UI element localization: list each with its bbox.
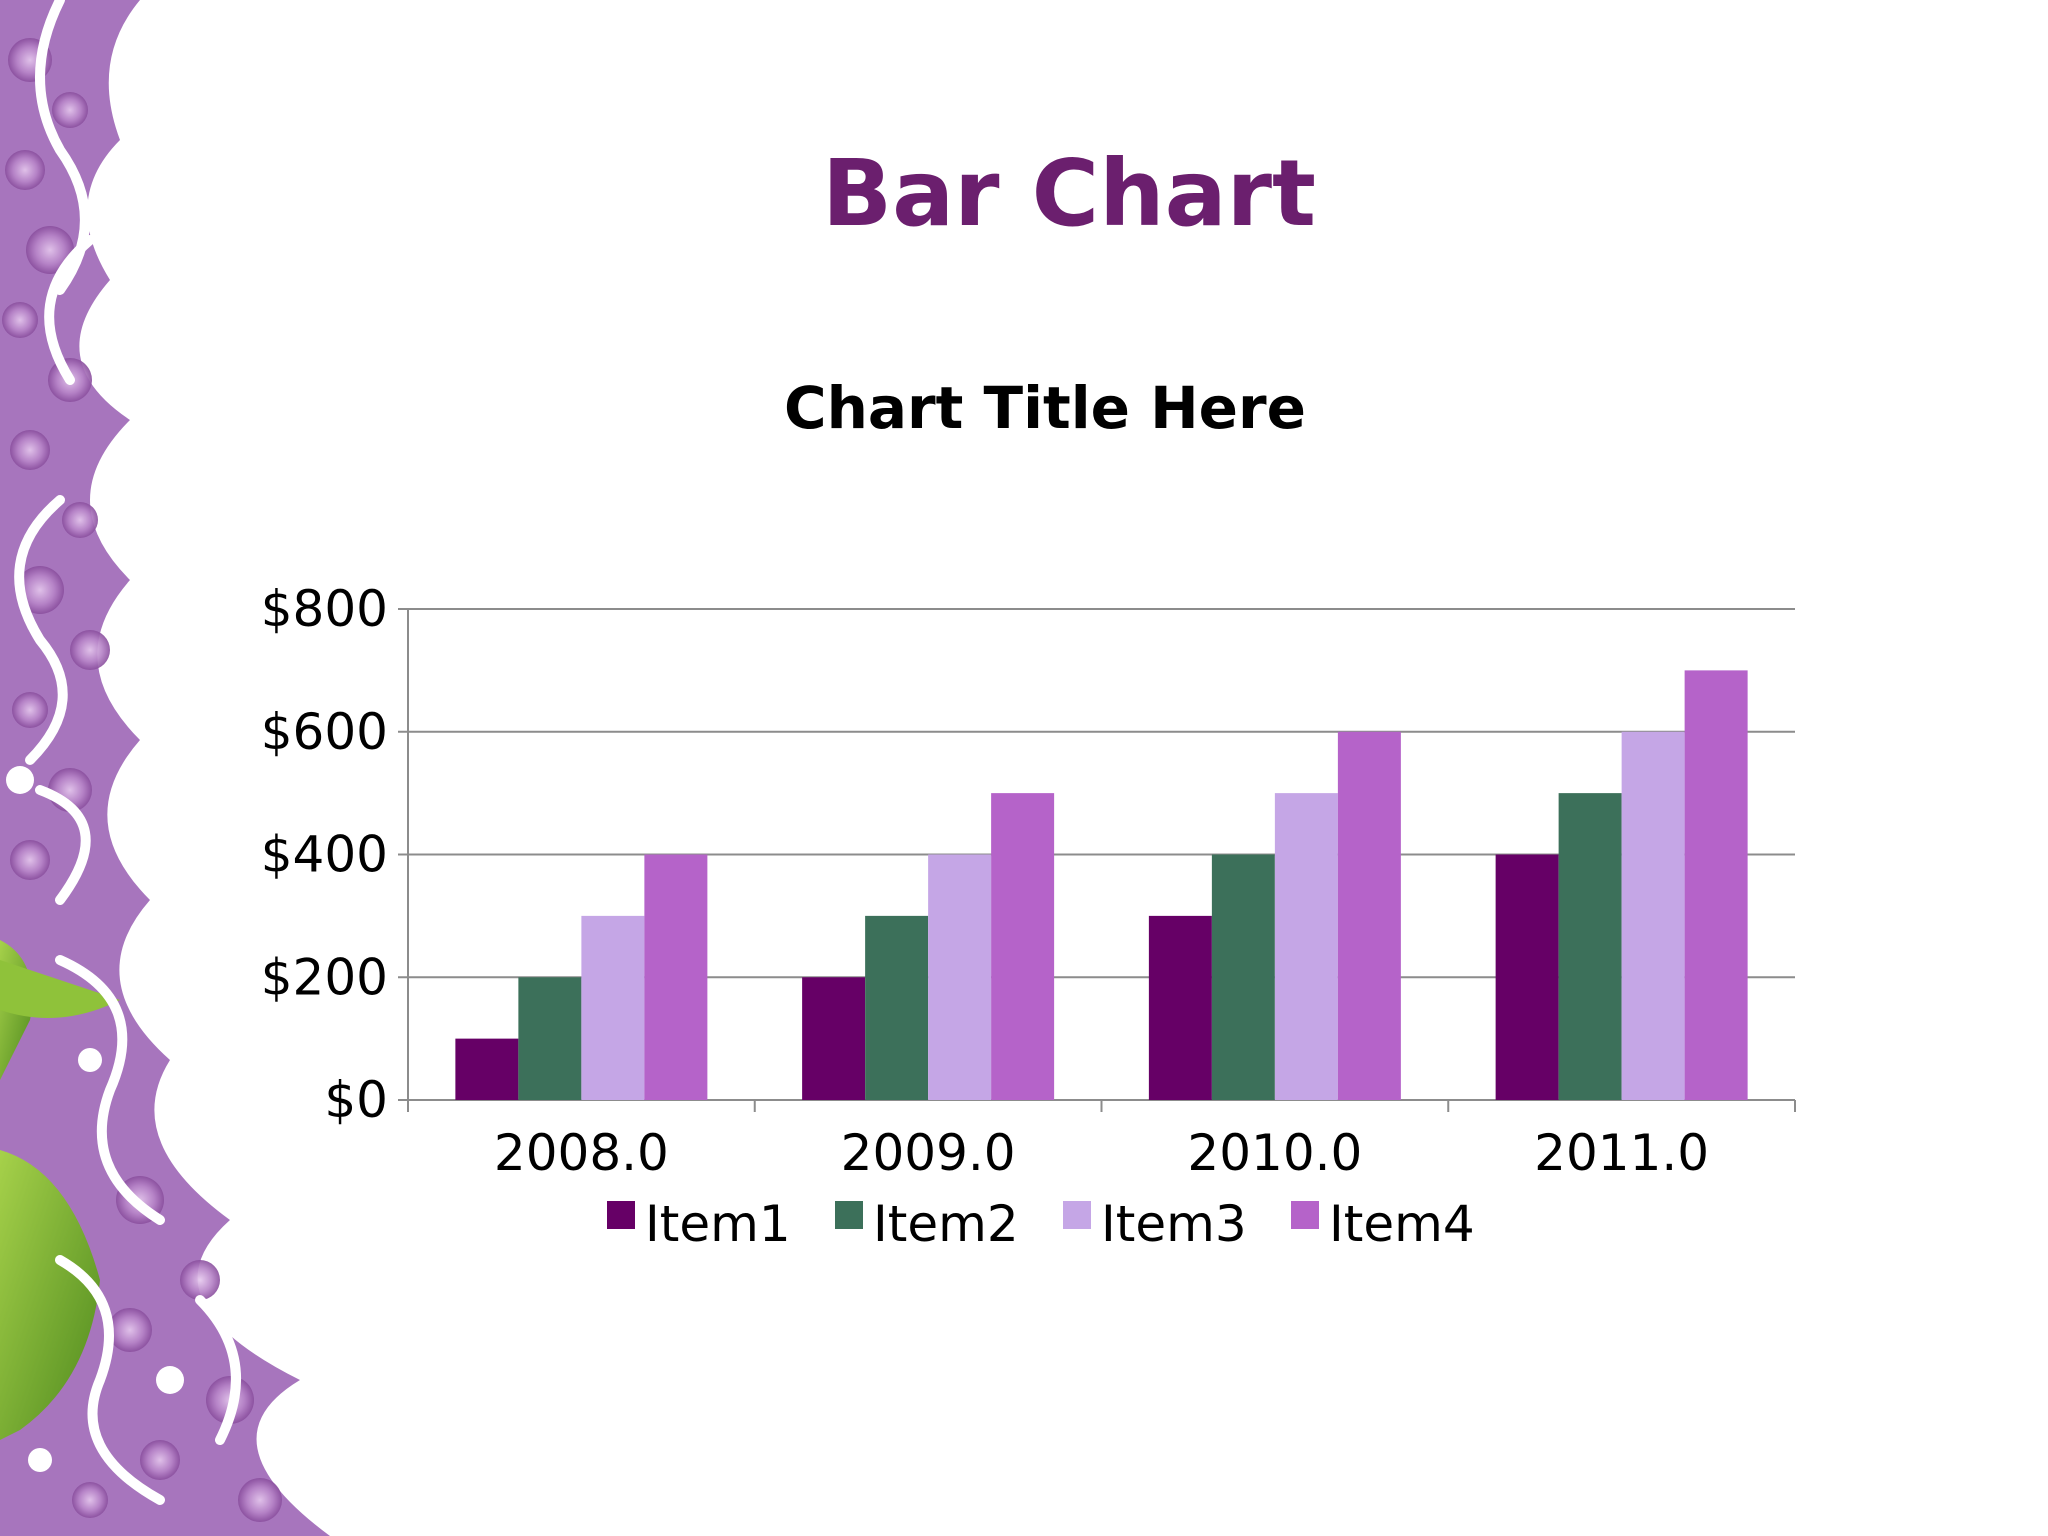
bar — [1684, 670, 1748, 1100]
y-tick-label: $0 — [324, 1071, 388, 1129]
x-tick-label: 2008.0 — [494, 1124, 669, 1182]
legend-swatch — [1063, 1201, 1091, 1229]
y-tick-label: $200 — [261, 948, 388, 1006]
legend-swatch — [835, 1201, 863, 1229]
axis-labels: $0 $200 $400 $600 $800 2008.0 2009.0 2010.0 2011… — [261, 580, 1709, 1182]
bar — [518, 977, 582, 1100]
floral-border-decoration — [0, 0, 330, 1536]
bar — [1337, 731, 1401, 1100]
bar — [1211, 854, 1275, 1100]
x-tick-label: 2011.0 — [1534, 1124, 1709, 1182]
bar — [644, 854, 708, 1100]
legend-swatch — [1291, 1201, 1319, 1229]
bar — [1148, 915, 1212, 1100]
legend: Item1 Item2 Item3 Item4 — [607, 1195, 1475, 1253]
bar — [865, 915, 929, 1100]
chart-title: Chart Title Here — [784, 374, 1306, 442]
y-tick-label: $600 — [261, 703, 388, 761]
bar — [802, 977, 866, 1100]
legend-label: Item2 — [873, 1195, 1019, 1253]
bar — [1495, 854, 1559, 1100]
x-tick-label: 2010.0 — [1187, 1124, 1362, 1182]
bar — [928, 854, 992, 1100]
legend-label: Item1 — [645, 1195, 791, 1253]
bar — [581, 915, 645, 1100]
y-tick-label: $400 — [261, 826, 388, 884]
bar — [1621, 731, 1685, 1100]
x-tick-label: 2009.0 — [841, 1124, 1016, 1182]
slide-title: Bar Chart — [821, 140, 1317, 247]
bar — [991, 793, 1055, 1100]
bars — [455, 670, 1748, 1100]
bar — [1558, 793, 1622, 1100]
bar — [455, 1038, 519, 1100]
legend-swatch — [607, 1201, 635, 1229]
bar — [1274, 793, 1338, 1100]
legend-label: Item4 — [1329, 1195, 1475, 1253]
legend-label: Item3 — [1101, 1195, 1247, 1253]
y-tick-label: $800 — [261, 580, 388, 638]
